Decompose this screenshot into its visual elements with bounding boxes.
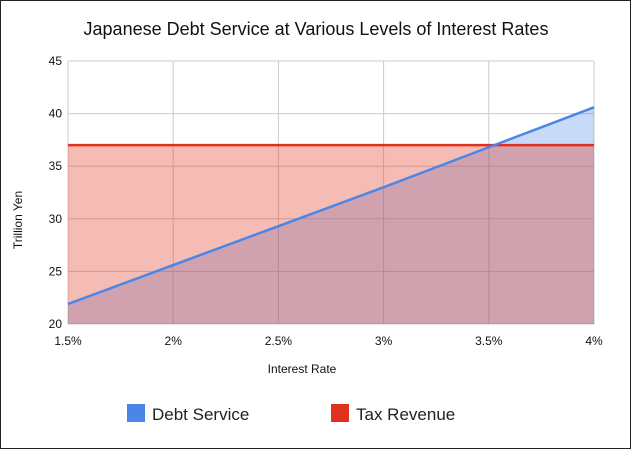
- y-tick-label: 40: [49, 107, 63, 121]
- series-lines: [67, 106, 595, 306]
- series-areas: [68, 107, 594, 325]
- x-tick-label: 2.5%: [265, 334, 293, 348]
- x-tick-label: 3%: [375, 334, 393, 348]
- chart-title: Japanese Debt Service at Various Levels …: [84, 19, 549, 39]
- y-axis-label: Trillion Yen: [11, 191, 25, 249]
- legend-label: Tax Revenue: [356, 405, 455, 424]
- legend: Debt Service Tax Revenue: [127, 404, 455, 424]
- legend-label: Debt Service: [152, 405, 249, 424]
- line-debt-service: [67, 106, 595, 306]
- x-tick-label: 1.5%: [54, 334, 82, 348]
- y-tick-label: 20: [49, 317, 63, 331]
- x-tick-label: 3.5%: [475, 334, 503, 348]
- legend-swatch: [331, 404, 349, 422]
- area-tax-revenue: [68, 145, 594, 324]
- y-tick-label: 45: [49, 54, 63, 68]
- legend-swatch: [127, 404, 145, 422]
- x-tick-label: 2%: [165, 334, 183, 348]
- y-tick-label: 30: [49, 212, 63, 226]
- area-debt-service: [68, 107, 594, 325]
- x-tick-label: 4%: [585, 334, 603, 348]
- x-axis-label: Interest Rate: [268, 362, 337, 376]
- y-tick-label: 35: [49, 159, 63, 173]
- y-tick-label: 25: [49, 264, 63, 278]
- tick-labels: 20 25 30 35 40 45 1.5% 2% 2.5% 3% 3.5% 4%: [49, 54, 603, 348]
